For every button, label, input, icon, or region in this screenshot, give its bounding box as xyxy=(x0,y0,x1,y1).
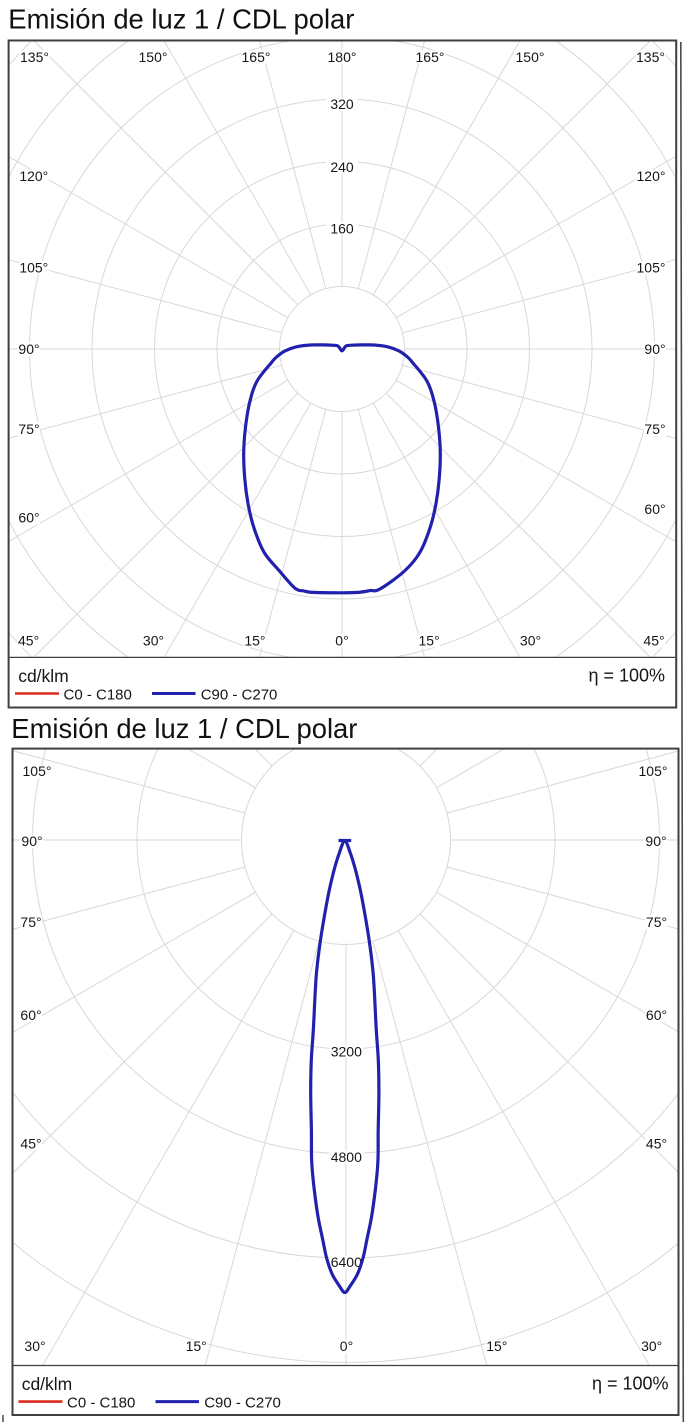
svg-text:90°: 90° xyxy=(644,341,665,357)
svg-text:15°: 15° xyxy=(486,1338,507,1354)
svg-text:0°: 0° xyxy=(335,632,348,648)
svg-text:4800: 4800 xyxy=(331,1149,362,1165)
svg-text:150°: 150° xyxy=(516,49,545,65)
svg-text:C0 - C180: C0 - C180 xyxy=(64,686,132,703)
svg-text:15°: 15° xyxy=(419,632,440,648)
svg-text:60°: 60° xyxy=(644,501,665,517)
svg-text:90°: 90° xyxy=(645,833,666,849)
svg-text:160: 160 xyxy=(330,220,354,236)
svg-text:30°: 30° xyxy=(143,632,164,648)
svg-text:60°: 60° xyxy=(20,1007,41,1023)
svg-text:Emisión de luz 1 / CDL polar: Emisión de luz 1 / CDL polar xyxy=(11,713,357,744)
svg-text:105°: 105° xyxy=(637,259,666,275)
svg-text:75°: 75° xyxy=(646,914,667,930)
svg-text:105°: 105° xyxy=(639,763,668,779)
svg-text:30°: 30° xyxy=(520,632,541,648)
svg-text:135°: 135° xyxy=(636,49,665,65)
svg-text:75°: 75° xyxy=(644,421,665,437)
svg-text:15°: 15° xyxy=(186,1338,207,1354)
svg-text:C0 - C180: C0 - C180 xyxy=(67,1394,135,1411)
svg-text:0°: 0° xyxy=(340,1338,353,1354)
svg-text:Emisión de luz 1 / CDL polar: Emisión de luz 1 / CDL polar xyxy=(8,4,354,35)
svg-text:165°: 165° xyxy=(242,49,271,65)
svg-text:150°: 150° xyxy=(139,49,168,65)
svg-text:3200: 3200 xyxy=(331,1043,362,1059)
svg-text:η = 100%: η = 100% xyxy=(588,666,665,686)
svg-text:90°: 90° xyxy=(18,341,39,357)
svg-text:120°: 120° xyxy=(19,168,48,184)
svg-text:C90 - C270: C90 - C270 xyxy=(204,1394,281,1411)
svg-text:C90 - C270: C90 - C270 xyxy=(201,686,278,703)
svg-text:45°: 45° xyxy=(646,1135,667,1151)
svg-text:cd/klm: cd/klm xyxy=(22,1374,73,1394)
svg-text:cd/klm: cd/klm xyxy=(18,666,69,686)
svg-text:180°: 180° xyxy=(328,49,357,65)
svg-text:120°: 120° xyxy=(637,168,666,184)
svg-text:60°: 60° xyxy=(646,1007,667,1023)
svg-text:45°: 45° xyxy=(20,1135,41,1151)
svg-text:η = 100%: η = 100% xyxy=(592,1374,669,1394)
svg-text:90°: 90° xyxy=(21,833,42,849)
svg-text:240: 240 xyxy=(330,159,354,175)
svg-text:165°: 165° xyxy=(416,49,445,65)
svg-text:60°: 60° xyxy=(18,509,39,525)
svg-text:135°: 135° xyxy=(20,49,49,65)
svg-text:320: 320 xyxy=(330,96,354,112)
svg-text:30°: 30° xyxy=(641,1338,662,1354)
svg-text:6400: 6400 xyxy=(331,1254,362,1270)
svg-text:15°: 15° xyxy=(244,632,265,648)
svg-text:75°: 75° xyxy=(20,914,41,930)
svg-text:105°: 105° xyxy=(19,259,48,275)
svg-text:105°: 105° xyxy=(23,763,52,779)
svg-text:45°: 45° xyxy=(18,632,39,648)
svg-text:75°: 75° xyxy=(18,421,39,437)
svg-text:45°: 45° xyxy=(643,632,664,648)
svg-text:30°: 30° xyxy=(24,1338,45,1354)
